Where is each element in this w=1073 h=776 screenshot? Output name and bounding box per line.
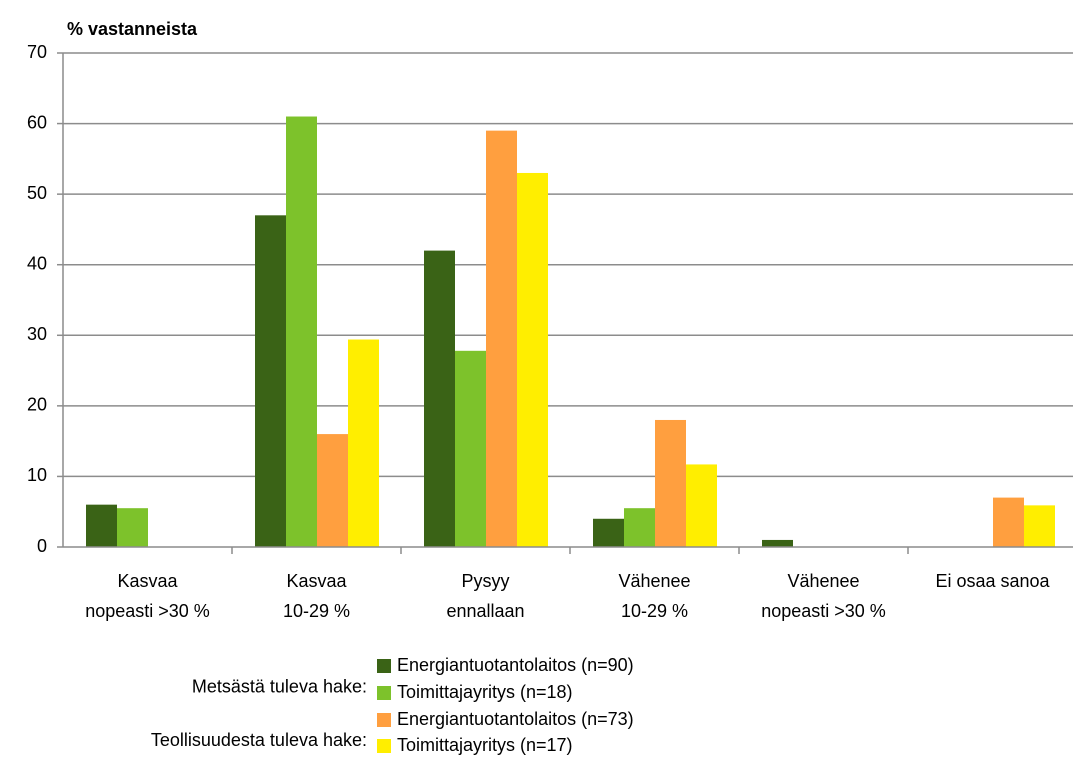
legend-label: Toimittajayritys (n=18) (397, 682, 573, 702)
x-tick-label: Kasvaa (117, 571, 178, 591)
y-tick-label: 40 (27, 253, 47, 273)
bar (655, 419, 686, 547)
y-tick-label: 0 (37, 536, 47, 556)
bar (348, 339, 379, 547)
legend-label: Toimittajayritys (n=17) (397, 735, 573, 755)
legend-group-label: Teollisuudesta tuleva hake: (151, 730, 367, 750)
bar (624, 508, 655, 547)
legend-swatch (377, 686, 391, 700)
bar (117, 508, 148, 547)
bar (762, 539, 793, 547)
y-axis-label: % vastanneista (67, 19, 198, 39)
bar (286, 116, 317, 547)
bar (455, 350, 486, 547)
bar (317, 434, 348, 547)
x-tick-label: ennallaan (446, 601, 524, 621)
x-tick-label: Vähenee (787, 571, 859, 591)
bar (486, 130, 517, 547)
y-tick-label: 20 (27, 395, 47, 415)
x-tick-label: 10-29 % (621, 601, 688, 621)
bar (686, 464, 717, 547)
bar (593, 518, 624, 547)
bar (424, 250, 455, 547)
legend-label: Energiantuotantolaitos (n=73) (397, 709, 634, 729)
bar (517, 172, 548, 547)
y-tick-label: 60 (27, 112, 47, 132)
legend-group-label: Metsästä tuleva hake: (192, 676, 367, 696)
legend-swatch (377, 659, 391, 673)
legend-swatch (377, 739, 391, 753)
x-tick-label: Vähenee (618, 571, 690, 591)
legend-label: Energiantuotantolaitos (n=90) (397, 655, 634, 675)
y-tick-label: 30 (27, 324, 47, 344)
y-tick-label: 50 (27, 183, 47, 203)
x-tick-label: nopeasti >30 % (85, 601, 210, 621)
legend-swatch (377, 713, 391, 727)
bar (1024, 505, 1055, 547)
x-tick-label: nopeasti >30 % (761, 601, 886, 621)
bar (255, 215, 286, 548)
x-tick-label: Ei osaa sanoa (935, 571, 1050, 591)
y-tick-label: 70 (27, 42, 47, 62)
bar (86, 504, 117, 547)
x-tick-label: Pysyy (461, 571, 509, 591)
y-tick-label: 10 (27, 465, 47, 485)
x-tick-label: Kasvaa (286, 571, 347, 591)
x-tick-label: 10-29 % (283, 601, 350, 621)
bar (993, 497, 1024, 547)
